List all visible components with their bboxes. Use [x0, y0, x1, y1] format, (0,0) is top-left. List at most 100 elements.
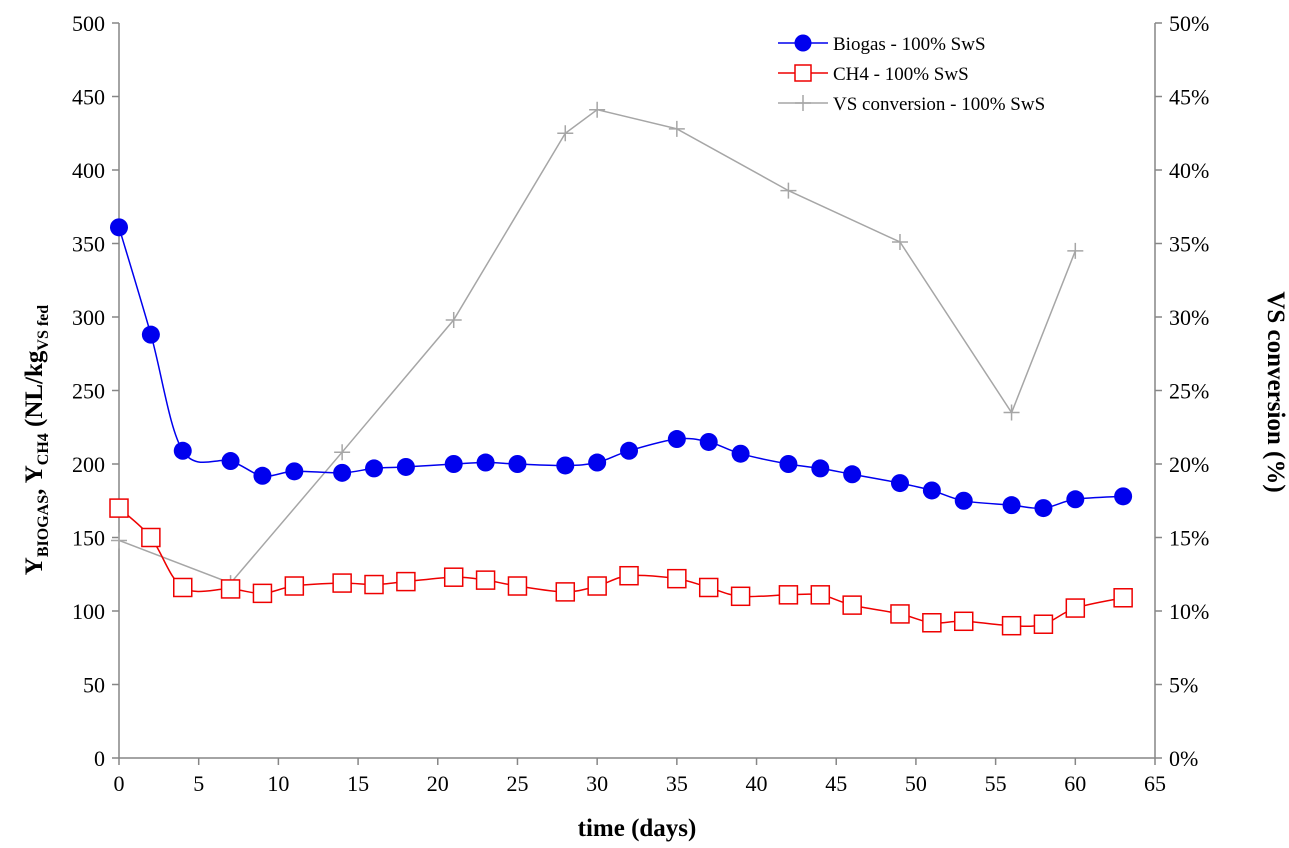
data-point: [1003, 404, 1020, 421]
data-point: [1065, 598, 1086, 618]
data-point: [396, 571, 416, 592]
y-left-tick-label: 100: [72, 599, 105, 624]
data-point: [110, 218, 128, 237]
data-point: [778, 585, 799, 605]
x-tick-label: 45: [825, 771, 847, 796]
x-tick-label: 0: [114, 771, 125, 796]
data-point: [557, 125, 574, 142]
data-point: [922, 481, 941, 500]
data-point: [252, 583, 273, 604]
data-point: [111, 532, 127, 549]
y-axis-left-title: YBIOGAS, YCH4 (NL/kgVS fed: [21, 305, 52, 575]
data-point: [667, 568, 687, 589]
data-point: [109, 498, 129, 518]
data-point: [507, 576, 528, 596]
y-axis-right-title: VS conversion (%): [1262, 291, 1289, 492]
y-right-tick-label: 10%: [1169, 599, 1209, 624]
y-right-tick-label: 30%: [1169, 305, 1209, 330]
data-point: [332, 573, 352, 593]
y-left-tick-label: 300: [72, 305, 105, 330]
y-right-tick-label: 45%: [1169, 85, 1209, 110]
data-point: [141, 325, 160, 344]
data-point: [780, 182, 797, 199]
y-right-tick-label: 20%: [1169, 452, 1209, 477]
data-point: [730, 586, 751, 607]
data-point: [285, 462, 304, 481]
data-point: [668, 120, 685, 137]
data-point: [220, 579, 241, 599]
data-point: [890, 604, 910, 624]
y-right-tick-label: 5%: [1169, 673, 1198, 698]
data-point: [667, 430, 686, 449]
data-point: [333, 463, 352, 482]
series-2: [111, 101, 1084, 592]
data-point: [396, 457, 415, 476]
data-point: [588, 453, 607, 472]
data-point: [843, 465, 862, 484]
legend-label-biogas: Biogas - 100% SwS: [833, 34, 986, 55]
data-point: [334, 444, 351, 461]
legend-marker-square-icon: [794, 64, 812, 82]
y-right-tick-label: 15%: [1169, 526, 1209, 551]
data-point: [587, 576, 607, 596]
data-point: [173, 441, 192, 460]
x-tick-label: 35: [666, 771, 688, 796]
data-point: [476, 453, 495, 472]
y-right-tick-label: 40%: [1169, 158, 1209, 183]
data-point: [555, 582, 576, 602]
x-tick-label: 65: [1144, 771, 1166, 796]
x-tick-label: 55: [985, 771, 1007, 796]
y-left-tick-label: 400: [72, 158, 105, 183]
data-point: [364, 574, 384, 595]
legend-item-biogas: Biogas - 100% SwS: [778, 34, 986, 55]
legend-label-vs-conversion: VS conversion - 100% SwS: [833, 94, 1045, 115]
y-left-tick-label: 200: [72, 452, 105, 477]
data-point: [779, 455, 798, 473]
y-left-tick-label: 50: [83, 673, 105, 698]
data-point: [890, 474, 909, 493]
y-left-tick-label: 150: [72, 526, 105, 551]
data-point: [954, 491, 973, 510]
series-line: [118, 507, 1124, 628]
data-point: [1113, 588, 1133, 608]
data-point: [173, 577, 193, 598]
series-line: [118, 227, 1124, 510]
series-layer: [109, 101, 1133, 636]
data-point: [620, 441, 639, 460]
data-point: [1067, 242, 1084, 259]
x-tick-label: 50: [905, 771, 927, 796]
data-point: [365, 459, 384, 478]
data-point: [699, 432, 718, 451]
data-point: [891, 234, 908, 251]
data-point: [508, 455, 527, 473]
data-point: [475, 570, 496, 590]
x-tick-label: 20: [427, 771, 449, 796]
legend-item-vs-conversion: VS conversion - 100% SwS: [778, 94, 1045, 115]
data-point: [1033, 614, 1054, 634]
y-left-tick-label: 250: [72, 379, 105, 404]
y-left-tick-label: 500: [72, 11, 105, 36]
data-point: [556, 456, 575, 475]
legend: Biogas - 100% SwS CH4 - 100% SwS VS conv…: [778, 34, 1045, 115]
data-point: [1066, 490, 1085, 509]
x-tick-label: 40: [746, 771, 768, 796]
data-point: [253, 466, 272, 485]
data-point: [589, 101, 606, 118]
x-tick-label: 30: [586, 771, 608, 796]
y-right-tick-label: 35%: [1169, 232, 1209, 257]
series-0: [110, 218, 1133, 518]
data-point: [811, 459, 830, 478]
data-point: [922, 613, 942, 633]
data-point: [445, 311, 462, 328]
x-tick-label: 10: [267, 771, 289, 796]
data-point: [141, 527, 161, 548]
legend-item-ch4: CH4 - 100% SwS: [778, 64, 969, 85]
x-tick-label: 25: [506, 771, 528, 796]
data-point: [698, 577, 719, 598]
y-left-tick-label: 350: [72, 232, 105, 257]
y-right-tick-label: 0%: [1169, 746, 1198, 771]
data-point: [619, 565, 639, 586]
data-point: [444, 455, 463, 473]
series-line: [118, 108, 1076, 584]
